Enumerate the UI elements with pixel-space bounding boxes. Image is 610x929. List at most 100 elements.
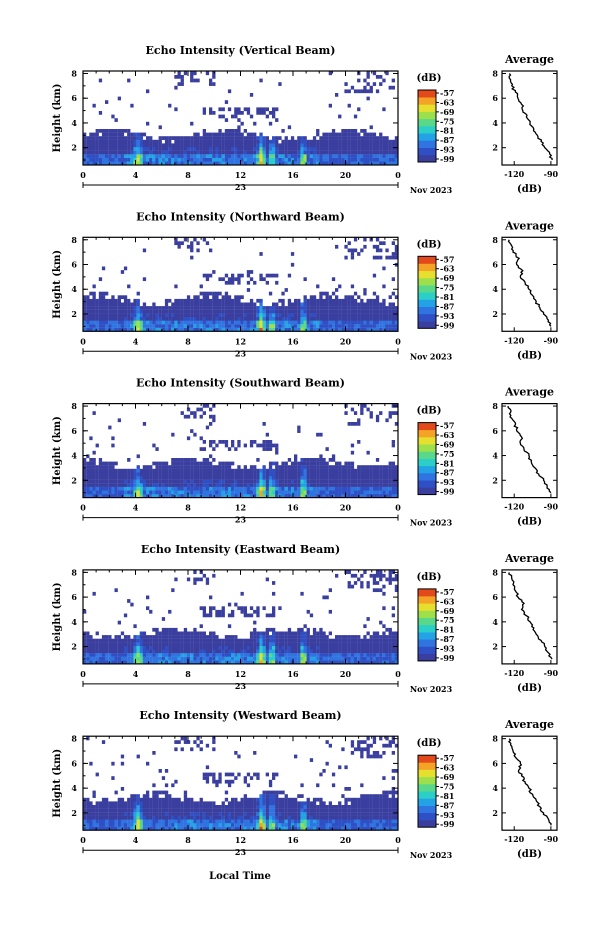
heatmap-cell [297,627,301,632]
heatmap-cell [275,143,279,148]
heatmap-cell [139,805,143,809]
heatmap-cell [92,468,96,473]
heatmap-cell [174,313,178,318]
heatmap-cell [202,107,206,112]
heatmap-cell [290,490,295,495]
heatmap-cell [272,609,276,614]
heatmap-cell [306,660,310,665]
heatmap-cell [168,313,172,318]
heatmap-cell [325,324,329,328]
heatmap-cell [136,161,140,166]
average-x-tick-label: -120 [504,335,524,345]
heatmap-cell [353,476,358,480]
heatmap-cell [366,136,370,140]
heatmap-cell [89,649,93,654]
heatmap-cell [353,114,358,119]
heatmap-cell [161,642,166,647]
heatmap-cell [253,306,257,310]
heatmap-cell [152,479,156,484]
heatmap-cell [262,479,266,484]
heatmap-cell [281,154,285,158]
heatmap-cell [171,154,175,158]
heatmap-cell [306,479,310,484]
heatmap-cell [196,327,200,332]
heatmap-cell [300,324,304,328]
heatmap-cell [209,414,213,419]
heatmap-cell [268,111,273,115]
heatmap-cell [89,150,93,155]
heatmap-cell [265,316,269,321]
heatmap-cell [199,316,203,321]
heatmap-cell [290,147,295,151]
heatmap-cell [309,295,314,300]
heatmap-cell [319,136,323,140]
heatmap-cell [149,327,153,332]
heatmap-cell [117,805,121,809]
heatmap-cell [237,645,241,650]
heatmap-cell [256,486,260,491]
heatmap-cell [221,132,225,137]
heatmap-cell [193,653,197,657]
heatmap-cell [319,627,323,632]
x-tick-label: 0 [80,336,86,346]
heatmap-cell [243,107,247,112]
heatmap-cell [265,313,269,318]
date-day: 23 [235,681,247,691]
heatmap-cell [278,656,282,661]
heatmap-cell [363,656,367,661]
colorbar-tick-label: -99 [440,487,455,497]
heatmap-cell [391,302,395,307]
heatmap-cell [209,631,213,636]
heatmap-cell [338,472,342,477]
heatmap-cell [284,642,288,647]
heatmap-cell [196,302,200,307]
heatmap-cell [385,248,389,253]
heatmap-cell [287,139,292,144]
heatmap-cell [152,790,156,795]
heatmap-cell [319,483,323,487]
heatmap-cell [133,812,137,816]
heatmap-cell [142,313,147,318]
heatmap-cell [379,316,383,321]
heatmap-cell [347,295,351,300]
heatmap-cell [319,494,323,498]
heatmap-cell [164,306,169,310]
heatmap-cell [284,316,288,321]
heatmap-cell [180,136,184,140]
heatmap-cell [202,476,206,480]
heatmap-cell [344,302,348,307]
heatmap-cell [268,468,273,473]
heatmap-cell [363,244,367,249]
heatmap-cell [89,161,93,166]
heatmap-cell [385,309,389,314]
heatmap-cell [350,129,355,133]
heatmap-cell [152,139,156,144]
heatmap-cell [158,327,162,332]
heatmap-cell [375,631,380,636]
heatmap-cell [231,306,235,310]
heatmap-cell [130,147,134,151]
heatmap-cell [281,468,285,473]
heatmap-cell [180,306,184,310]
x-tick-label: 16 [287,336,299,346]
heatmap-cell [335,136,339,140]
heatmap-cell [372,291,377,296]
heatmap-cell [272,494,276,498]
heatmap-cell [155,154,159,158]
heatmap-cell [281,150,285,155]
heatmap-cell [344,255,348,260]
heatmap-cell [114,461,118,466]
heatmap-cell [120,490,125,495]
heatmap-cell [105,461,109,466]
heatmap-cell [275,139,279,144]
heatmap-cell [174,476,178,480]
heatmap-cell [123,147,128,151]
heatmap-cell [259,136,263,140]
heatmap-cell [237,606,241,611]
heatmap-cell [309,313,314,318]
heatmap-cell [193,78,197,83]
heatmap-cell [202,649,206,654]
heatmap-cell [130,468,134,473]
heatmap-cell [240,306,244,310]
heatmap-cell [306,653,310,657]
